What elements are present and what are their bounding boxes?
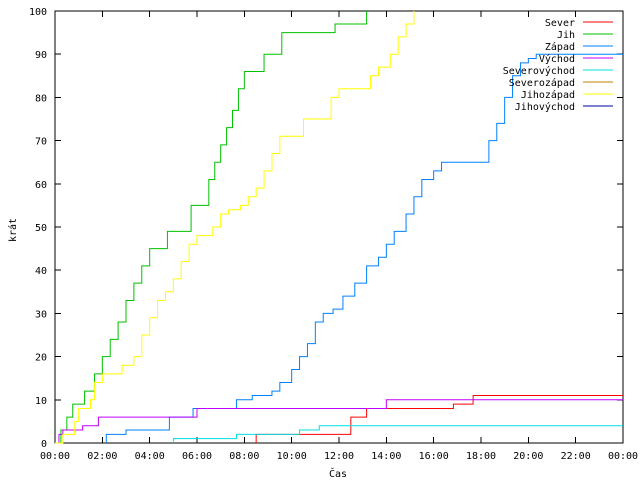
legend-label: Severovýchod: [503, 65, 575, 77]
x-tick-label: 12:00: [324, 451, 354, 462]
y-tick-label: 10: [35, 396, 47, 407]
x-tick-label: 18:00: [466, 451, 496, 462]
x-tick-label: 20:00: [513, 451, 543, 462]
legend-label: Jih: [557, 30, 575, 41]
y-tick-label: 40: [35, 266, 47, 277]
x-tick-label: 22:00: [561, 451, 591, 462]
y-tick-label: 90: [35, 50, 47, 61]
x-tick-label: 14:00: [371, 451, 401, 462]
series-line-jihozapad: [55, 11, 415, 444]
legend-label: Západ: [545, 41, 575, 53]
x-axis-label: Čas: [329, 467, 347, 480]
y-tick-label: 100: [29, 7, 47, 18]
y-tick-label: 70: [35, 137, 47, 148]
series-line-vychod: [55, 399, 623, 444]
x-tick-label: 06:00: [182, 451, 212, 462]
x-tick-label: 04:00: [135, 451, 165, 462]
legend-label: Východ: [539, 53, 575, 65]
series-line-zapad: [105, 53, 623, 443]
x-tick-label: 16:00: [419, 451, 449, 462]
legend-label: Severozápad: [509, 77, 575, 89]
x-tick-label: 10:00: [277, 451, 307, 462]
y-axis-label: krát: [7, 218, 19, 242]
y-tick-label: 60: [35, 180, 47, 191]
legend: SeverJihZápadVýchodSeverovýchodSeverozáp…: [503, 18, 613, 113]
x-axis-ticks: 00:00 02:00 04:00 06:00 08:00 10:00 12:00 14:00…: [40, 11, 638, 462]
y-tick-label: 80: [35, 93, 47, 104]
x-tick-label: 00:00: [40, 451, 70, 462]
legend-label: Sever: [545, 18, 575, 29]
y-tick-label: 50: [35, 223, 47, 234]
legend-label: Jihovýchod: [515, 101, 575, 113]
y-tick-label: 0: [41, 439, 47, 450]
series-layer: [55, 11, 623, 444]
x-tick-label: 02:00: [87, 451, 117, 462]
y-tick-label: 20: [35, 353, 47, 364]
y-tick-label: 30: [35, 309, 47, 320]
series-line-severovychod: [172, 425, 623, 443]
x-tick-label: 00:00: [608, 451, 638, 462]
x-tick-label: 08:00: [229, 451, 259, 462]
legend-label: Jihozápad: [521, 89, 575, 101]
